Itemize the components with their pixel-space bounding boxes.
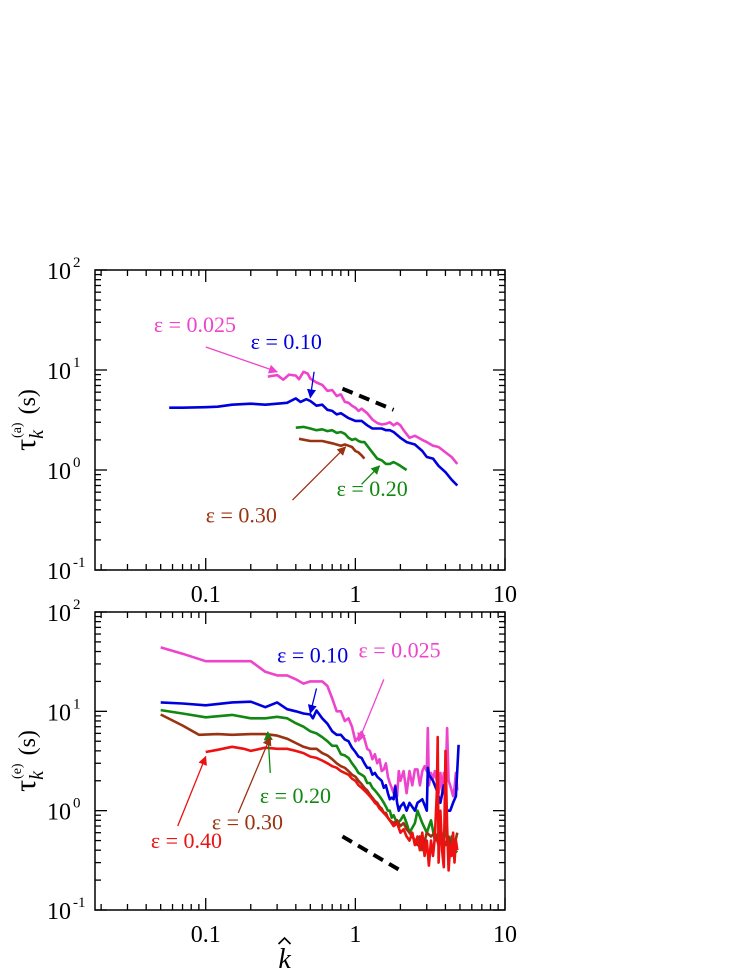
annotation-label: ε = 0.10 [277, 643, 348, 668]
annotation-arrow [237, 736, 272, 814]
slope-guide-line [341, 834, 402, 873]
annotation-arrow [361, 465, 381, 485]
annotation-label: ε = 0.025 [154, 312, 236, 337]
annotation-arrow [177, 755, 207, 827]
annotation-arrow [205, 346, 278, 374]
x-axis-title: k [278, 944, 291, 975]
annotation-label: ε = 0.20 [337, 476, 408, 501]
series-line-5 [205, 735, 459, 872]
data-layer [160, 646, 460, 873]
y-axis-title: τk(e)(s) [9, 730, 48, 792]
y-tick-label-exponent: 1 [73, 696, 81, 712]
annotation-label: ε = 0.40 [151, 828, 222, 853]
annotation-label: ε = 0.025 [359, 637, 441, 662]
annotation-label: ε = 0.30 [206, 502, 277, 527]
x-tick-label: 0.1 [191, 922, 221, 948]
series-line-2 [169, 397, 459, 487]
annotation-arrow [292, 446, 347, 501]
series-line-3 [295, 425, 408, 472]
y-axis-title: τk(a)(s) [9, 389, 48, 451]
y-tick-label-exponent: 1 [73, 355, 81, 371]
x-tick-label: 10 [493, 922, 517, 948]
data-layer [169, 370, 459, 487]
y-tick-label-exponent: -1 [73, 895, 86, 911]
y-tick-label: 10 [47, 259, 71, 285]
annotation-label: ε = 0.10 [251, 329, 322, 354]
plot-frame [94, 611, 506, 911]
y-tick-label: 10 [47, 800, 71, 826]
x-tick-label: 10 [493, 582, 517, 608]
annotation-arrow [307, 688, 318, 714]
x-tick-label: 1 [349, 922, 361, 948]
y-tick-label: 10 [47, 359, 71, 385]
y-tick-label-exponent: 0 [73, 455, 81, 471]
series-line-4 [298, 437, 366, 460]
y-tick-label-exponent: 0 [73, 796, 81, 812]
plot-frame [94, 269, 506, 571]
annotation-label: ε = 0.30 [212, 809, 283, 834]
y-tick-label: 10 [47, 559, 71, 585]
x-tick-label: 0.1 [191, 582, 221, 608]
y-tick-label: 10 [47, 459, 71, 485]
series-line-2 [160, 700, 460, 812]
x-axis-title-hat [277, 936, 292, 945]
series-line-1 [160, 646, 459, 798]
y-tick-label: 10 [47, 700, 71, 726]
slope-guide-line [341, 386, 395, 412]
series-line-1 [267, 370, 459, 465]
x-tick-label: 1 [349, 582, 361, 608]
y-tick-label-exponent: 2 [73, 255, 81, 271]
y-tick-label: 10 [47, 601, 71, 627]
annotation-arrow [307, 371, 317, 399]
annotation-label: ε = 0.20 [260, 783, 331, 808]
y-tick-label-exponent: -1 [73, 555, 86, 571]
annotation-arrow [357, 679, 385, 743]
y-tick-label: 10 [47, 899, 71, 925]
y-tick-label-exponent: 2 [73, 597, 81, 613]
